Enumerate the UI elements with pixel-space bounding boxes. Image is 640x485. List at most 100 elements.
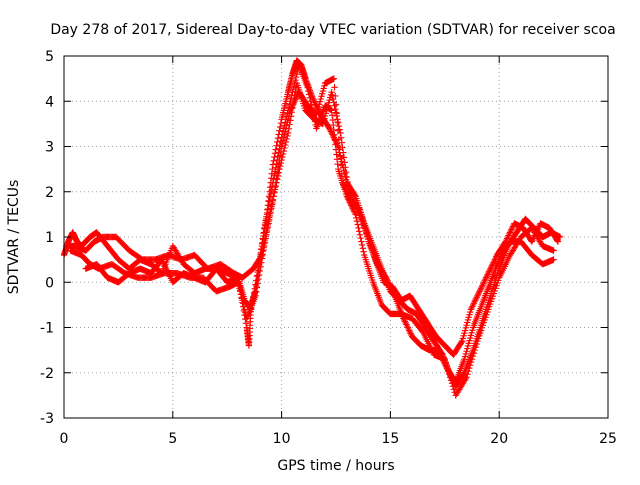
data-point-marker bbox=[473, 294, 480, 301]
y-tick-label: 4 bbox=[45, 94, 54, 110]
data-point-marker bbox=[263, 229, 270, 236]
data-point-marker bbox=[306, 94, 314, 102]
data-point-marker bbox=[276, 145, 283, 152]
data-point-marker bbox=[282, 138, 290, 146]
data-point-marker bbox=[471, 346, 478, 354]
data-point-marker bbox=[448, 380, 456, 387]
data-point-marker bbox=[242, 316, 249, 323]
data-point-marker bbox=[276, 162, 284, 170]
data-point-marker bbox=[259, 248, 266, 255]
data-point-marker bbox=[503, 236, 510, 244]
data-point-marker bbox=[337, 162, 345, 169]
data-point-marker bbox=[358, 238, 365, 245]
data-point-marker bbox=[473, 340, 480, 348]
data-point-marker bbox=[352, 202, 359, 209]
data-point-marker bbox=[532, 230, 539, 238]
data-point-marker bbox=[276, 127, 283, 134]
data-point-marker bbox=[406, 328, 414, 336]
data-point-marker bbox=[263, 213, 270, 220]
data-point-marker bbox=[482, 276, 489, 283]
data-point-marker bbox=[240, 307, 248, 315]
y-tick-label: 1 bbox=[45, 230, 54, 246]
data-point-marker bbox=[485, 270, 492, 277]
data-point-marker bbox=[331, 102, 338, 109]
data-point-marker bbox=[491, 256, 499, 263]
data-point-marker bbox=[464, 371, 471, 378]
data-point-marker bbox=[253, 277, 261, 284]
data-point-marker bbox=[337, 129, 344, 137]
data-point-marker bbox=[351, 200, 359, 208]
data-point-marker bbox=[239, 299, 246, 306]
data-point-marker bbox=[293, 70, 301, 78]
y-tick-label: 2 bbox=[45, 185, 54, 201]
data-point-marker bbox=[284, 132, 291, 140]
data-point-marker bbox=[337, 134, 345, 142]
data-point-marker bbox=[273, 160, 280, 168]
data-point-marker bbox=[463, 374, 470, 381]
data-point-marker bbox=[283, 135, 290, 143]
x-tick-label: 15 bbox=[381, 431, 399, 447]
data-point-marker bbox=[280, 147, 287, 155]
data-point-marker bbox=[258, 251, 266, 259]
data-point-marker bbox=[345, 183, 352, 191]
data-point-marker bbox=[550, 247, 557, 254]
data-point-marker bbox=[308, 104, 316, 112]
data-point-marker bbox=[273, 179, 280, 186]
data-point-marker bbox=[286, 121, 293, 128]
data-point-marker bbox=[353, 205, 361, 212]
data-point-marker bbox=[333, 112, 340, 120]
data-point-marker bbox=[285, 104, 293, 111]
data-point-marker bbox=[403, 321, 410, 328]
data-point-marker bbox=[342, 164, 349, 171]
data-point-marker bbox=[533, 227, 541, 235]
data-point-marker bbox=[287, 113, 295, 120]
data-point-marker bbox=[305, 87, 312, 95]
data-point-marker bbox=[470, 300, 478, 307]
data-point-marker bbox=[236, 282, 243, 290]
data-point-marker bbox=[475, 289, 483, 297]
data-point-marker bbox=[489, 260, 496, 268]
data-point-marker bbox=[507, 227, 515, 235]
data-point-marker bbox=[447, 377, 455, 384]
data-point-marker bbox=[271, 171, 278, 179]
data-point-marker bbox=[506, 229, 514, 236]
data-point-marker bbox=[292, 76, 299, 84]
data-point-marker bbox=[292, 73, 300, 81]
data-point-marker bbox=[468, 355, 476, 363]
data-point-marker bbox=[442, 358, 449, 366]
data-point-marker bbox=[277, 159, 285, 167]
data-point-marker bbox=[338, 158, 346, 165]
x-axis-label: GPS time / hours bbox=[277, 458, 394, 474]
data-point-marker bbox=[476, 288, 483, 295]
data-point-marker bbox=[480, 280, 487, 287]
data-point-marker bbox=[274, 172, 282, 180]
data-point-marker bbox=[270, 193, 277, 200]
data-point-marker bbox=[477, 285, 485, 292]
data-point-marker bbox=[535, 224, 542, 232]
data-point-marker bbox=[446, 371, 453, 378]
data-point-marker bbox=[277, 119, 285, 127]
data-point-marker bbox=[472, 295, 480, 303]
data-point-marker bbox=[356, 231, 364, 238]
data-point-marker bbox=[289, 104, 296, 112]
data-point-marker bbox=[311, 99, 319, 106]
data-point-marker bbox=[269, 196, 277, 203]
x-tick-label: 25 bbox=[599, 431, 617, 447]
data-point-marker bbox=[276, 165, 283, 173]
data-point-marker bbox=[492, 254, 499, 262]
data-point-marker bbox=[290, 100, 297, 108]
data-point-marker bbox=[468, 304, 475, 312]
chart-title: Day 278 of 2017, Sidereal Day-to-day VTE… bbox=[50, 22, 615, 38]
data-point-marker bbox=[274, 176, 281, 183]
data-point-marker bbox=[253, 284, 261, 291]
y-tick-label: 5 bbox=[45, 49, 54, 65]
data-point-marker bbox=[255, 276, 262, 283]
data-point-marker bbox=[256, 267, 264, 275]
data-point-marker bbox=[263, 209, 271, 217]
data-point-marker bbox=[529, 236, 536, 244]
data-point-marker bbox=[340, 149, 347, 156]
data-point-marker bbox=[342, 168, 350, 176]
data-point-marker bbox=[327, 128, 335, 135]
